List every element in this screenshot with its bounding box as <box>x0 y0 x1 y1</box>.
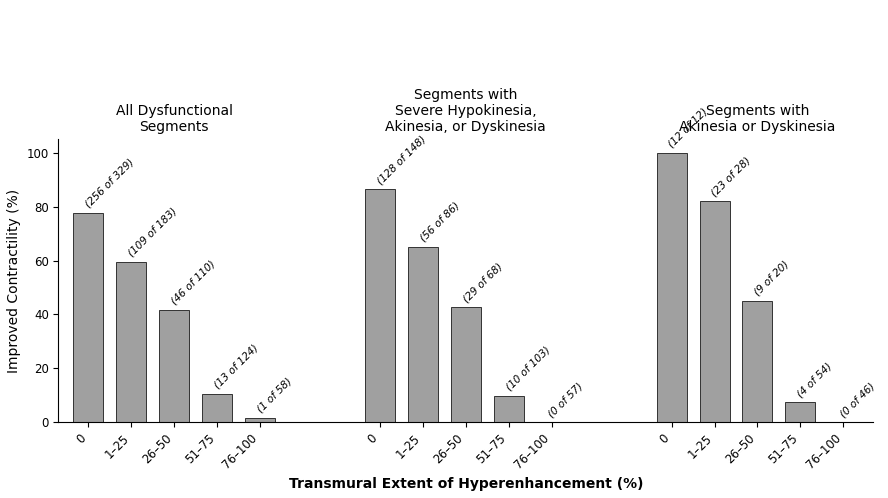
Text: (0 of 57): (0 of 57) <box>547 380 585 419</box>
Text: Segments with
Severe Hypokinesia,
Akinesia, or Dyskinesia: Segments with Severe Hypokinesia, Akines… <box>385 88 546 134</box>
Text: (12 of 12): (12 of 12) <box>667 107 710 150</box>
Bar <box>202 394 232 422</box>
Bar <box>451 307 481 422</box>
Bar <box>408 247 438 422</box>
Bar <box>742 301 773 422</box>
Bar <box>365 189 395 422</box>
Bar <box>74 213 104 422</box>
Text: (10 of 103): (10 of 103) <box>503 345 551 393</box>
Text: (0 of 46): (0 of 46) <box>838 380 876 419</box>
Text: Segments with
Akinesia or Dyskinesia: Segments with Akinesia or Dyskinesia <box>679 104 836 134</box>
Y-axis label: Improved Contractility (%): Improved Contractility (%) <box>7 189 21 373</box>
Bar <box>245 417 275 422</box>
Bar <box>700 201 730 422</box>
Text: (23 of 28): (23 of 28) <box>710 155 753 198</box>
Text: (4 of 54): (4 of 54) <box>796 361 834 399</box>
Text: (46 of 110): (46 of 110) <box>170 258 218 306</box>
Text: (29 of 68): (29 of 68) <box>461 261 504 304</box>
Text: (128 of 148): (128 of 148) <box>375 133 428 186</box>
Text: (56 of 86): (56 of 86) <box>418 201 461 244</box>
X-axis label: Transmural Extent of Hyperenhancement (%): Transmural Extent of Hyperenhancement (%… <box>289 477 643 491</box>
Text: All Dysfunctional
Segments: All Dysfunctional Segments <box>115 104 233 134</box>
Text: (1 of 58): (1 of 58) <box>255 376 294 414</box>
Bar <box>116 261 147 422</box>
Bar <box>785 402 815 422</box>
Text: (9 of 20): (9 of 20) <box>752 259 791 298</box>
Text: (109 of 183): (109 of 183) <box>126 206 179 258</box>
Bar <box>494 396 524 422</box>
Bar <box>159 310 189 422</box>
Text: (256 of 329): (256 of 329) <box>83 157 136 210</box>
Text: (13 of 124): (13 of 124) <box>212 343 260 390</box>
Bar <box>656 153 686 422</box>
